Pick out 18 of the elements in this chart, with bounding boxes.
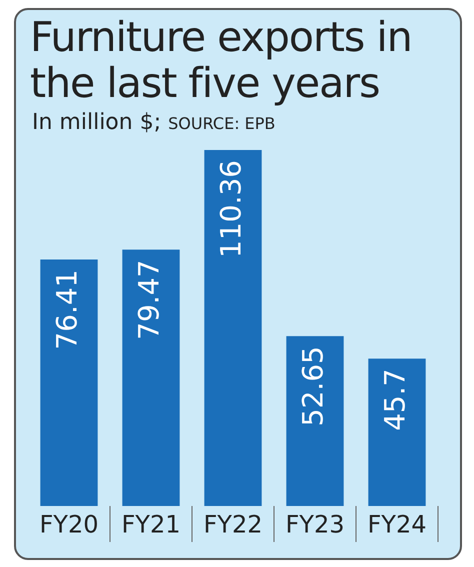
chart-title: Furniture exports in the last five years: [30, 13, 413, 107]
data-label: 52.65: [296, 346, 330, 426]
x-tick-label: FY20: [39, 510, 99, 539]
bar: [122, 250, 180, 506]
bar: [204, 150, 262, 506]
x-tick-label: FY24: [367, 510, 427, 539]
chart-subtitle: In million $;: [32, 110, 162, 135]
bar: [368, 358, 426, 506]
source-note: SOURCE: EPB: [168, 114, 276, 133]
data-label: 110.36: [214, 160, 248, 258]
x-tick-label: FY22: [203, 510, 263, 539]
bar: [286, 336, 344, 506]
data-label: 45.7: [378, 368, 412, 431]
data-label: 79.47: [132, 260, 166, 340]
data-label: 76.41: [50, 270, 84, 350]
x-tick-label: FY23: [285, 510, 345, 539]
x-tick-label: FY21: [121, 510, 181, 539]
bar: [40, 260, 98, 506]
